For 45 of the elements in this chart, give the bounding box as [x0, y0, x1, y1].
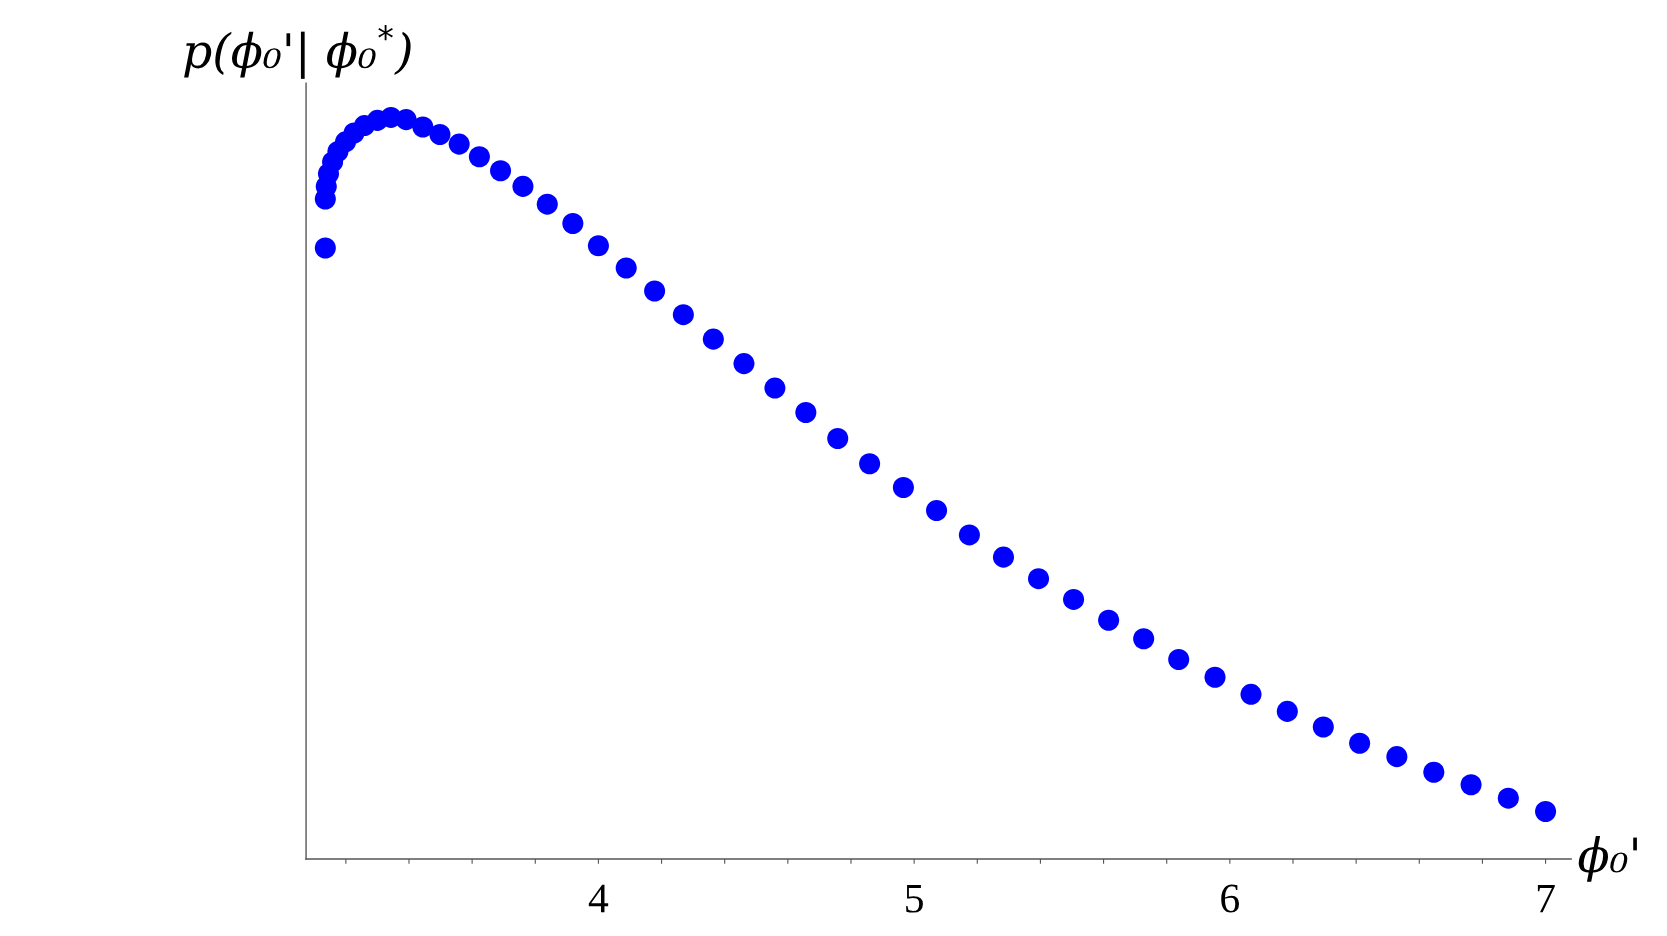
x-tick-label: 4	[588, 884, 609, 913]
point	[1349, 732, 1371, 754]
point	[1312, 716, 1334, 738]
point	[892, 476, 914, 498]
point	[1098, 609, 1120, 631]
point	[1423, 761, 1445, 783]
point	[587, 235, 609, 257]
point	[1497, 787, 1519, 809]
x-tick-label: 5	[906, 884, 923, 913]
point	[536, 193, 558, 215]
point	[764, 377, 786, 399]
point	[733, 353, 755, 375]
point	[1204, 666, 1226, 688]
point	[448, 133, 470, 155]
point	[615, 257, 637, 279]
y-axis-title: p(ϕ₀'| ϕ₀$^{*}$)	[184, 25, 411, 79]
x-tick-label: 7	[1537, 884, 1555, 913]
point	[1386, 746, 1408, 768]
x-tick-label: 6	[1221, 884, 1240, 913]
point	[468, 146, 490, 168]
point	[1133, 628, 1155, 650]
point	[795, 402, 817, 424]
point	[1168, 648, 1190, 671]
point	[1063, 588, 1085, 610]
point	[1276, 700, 1298, 722]
point	[429, 123, 451, 145]
point	[1028, 568, 1050, 590]
point	[314, 237, 336, 259]
point	[992, 546, 1015, 568]
point	[958, 524, 980, 546]
point	[1460, 774, 1482, 796]
point	[490, 160, 512, 182]
point	[1240, 683, 1262, 705]
point	[827, 427, 849, 450]
point	[1535, 800, 1557, 823]
point	[672, 304, 694, 326]
x-axis-title: ϕ₀'	[1578, 836, 1637, 882]
point	[926, 499, 948, 521]
point	[644, 280, 666, 302]
point	[562, 212, 584, 234]
point	[702, 328, 724, 350]
point	[412, 116, 434, 138]
point	[395, 109, 417, 131]
point	[859, 453, 881, 475]
point	[512, 175, 534, 197]
